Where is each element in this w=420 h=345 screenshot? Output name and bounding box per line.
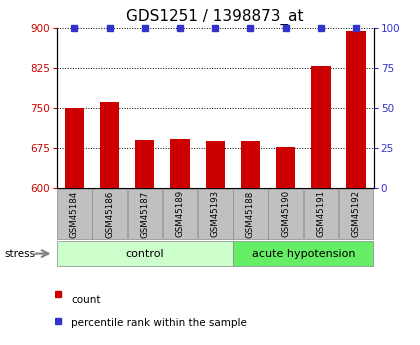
Bar: [57, 188, 92, 239]
Text: GSM45188: GSM45188: [246, 190, 255, 237]
Text: control: control: [126, 249, 164, 258]
Bar: [304, 188, 338, 239]
Text: GSM45191: GSM45191: [316, 190, 326, 237]
Text: GSM45190: GSM45190: [281, 190, 290, 237]
Bar: [339, 188, 373, 239]
Bar: [163, 188, 197, 239]
Bar: [57, 241, 233, 266]
Text: stress: stress: [4, 249, 35, 258]
Text: GSM45189: GSM45189: [176, 190, 184, 237]
Bar: [135, 140, 155, 188]
Bar: [128, 188, 162, 239]
Bar: [276, 147, 295, 188]
Text: GSM45192: GSM45192: [352, 190, 361, 237]
Text: acute hypotension: acute hypotension: [252, 249, 355, 258]
Bar: [171, 139, 190, 188]
Bar: [100, 102, 119, 188]
Bar: [198, 188, 233, 239]
Bar: [268, 188, 303, 239]
Text: GSM45186: GSM45186: [105, 190, 114, 237]
Text: percentile rank within the sample: percentile rank within the sample: [71, 318, 247, 327]
Bar: [92, 188, 127, 239]
Text: GSM45193: GSM45193: [211, 190, 220, 237]
Text: GSM45184: GSM45184: [70, 190, 79, 237]
Title: GDS1251 / 1398873_at: GDS1251 / 1398873_at: [126, 9, 304, 25]
Bar: [233, 188, 268, 239]
Bar: [205, 141, 225, 188]
Bar: [241, 141, 260, 188]
Bar: [65, 108, 84, 188]
Bar: [311, 66, 331, 188]
Text: count: count: [71, 295, 101, 305]
Bar: [346, 31, 366, 188]
Text: GSM45187: GSM45187: [140, 190, 149, 237]
Bar: [233, 241, 373, 266]
